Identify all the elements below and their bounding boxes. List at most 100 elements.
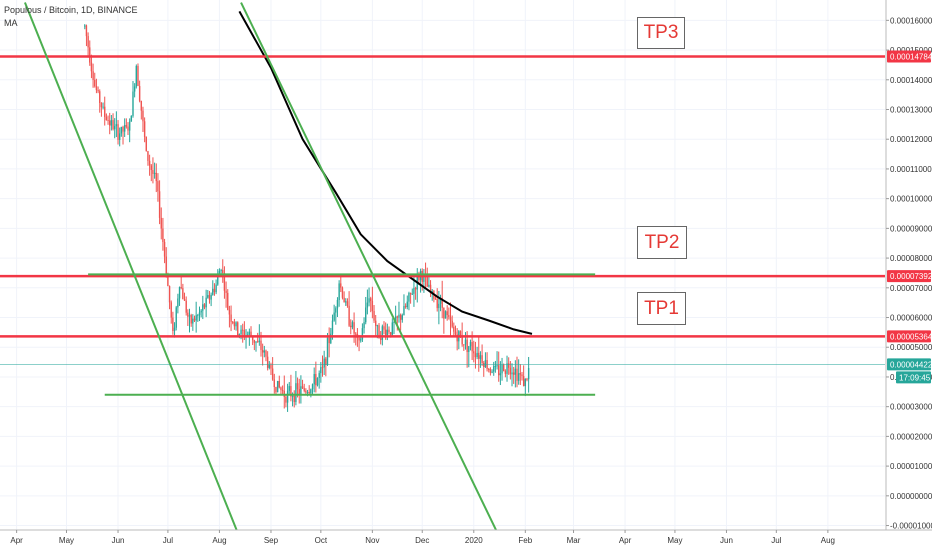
time-tick-label: Jun <box>112 536 125 545</box>
price-axis[interactable]: 0.000160000.000150000.000140000.00013000… <box>885 0 932 550</box>
candle-body <box>173 327 176 331</box>
trendlines[interactable] <box>24 2 596 550</box>
candle-body <box>406 301 408 308</box>
time-tick-label: Aug <box>821 536 835 545</box>
time-axis[interactable]: Apr May Jun Jul Aug Sep Oct Nov Dec 2020 Feb Mar Apr… <box>0 529 932 550</box>
tp2-label[interactable]: TP2 <box>637 226 687 259</box>
candle-body <box>218 271 221 276</box>
candle-body <box>376 325 379 327</box>
candle-body <box>153 172 156 174</box>
time-tick-label: Mar <box>567 536 581 545</box>
candle-body <box>469 342 472 347</box>
candle-body <box>366 302 369 308</box>
candle-body <box>203 304 206 308</box>
candle-body <box>261 349 264 353</box>
candle-body <box>488 368 490 370</box>
candle-body <box>423 275 425 282</box>
candle-body <box>333 312 335 321</box>
candle-body <box>511 372 513 375</box>
candle-body <box>341 287 344 298</box>
tp1-price-badge: 0.00005364 <box>890 332 932 341</box>
candle-body <box>403 306 405 316</box>
candle-body <box>198 312 201 316</box>
candle-body <box>155 172 157 182</box>
candle-body <box>481 355 483 364</box>
candle-body <box>228 309 231 315</box>
candle-body <box>461 337 463 345</box>
candle-body <box>253 340 256 343</box>
candle-body <box>256 341 259 343</box>
candle-body <box>454 331 457 335</box>
candle-body <box>273 379 275 388</box>
last-price-badge: 0.00004422 <box>890 360 932 369</box>
candle-body <box>503 364 505 372</box>
candle-body <box>117 124 119 140</box>
candle-body <box>484 360 487 368</box>
price-tick-label: 0.00012000 <box>890 135 932 144</box>
candle-body <box>438 303 440 309</box>
candle-body <box>308 392 310 394</box>
candle-body <box>178 287 181 299</box>
candle-body <box>193 318 196 321</box>
trendline <box>240 2 507 550</box>
symbol-title[interactable]: Populous / Bitcoin, 1D, BINANCE <box>4 5 138 15</box>
candle-body <box>388 329 390 333</box>
time-tick-label: May <box>667 536 682 545</box>
candle-body <box>330 333 332 344</box>
candle-body <box>351 322 354 328</box>
candle-body <box>87 36 89 48</box>
indicator-label[interactable]: MA <box>4 18 18 28</box>
candle-body <box>147 151 149 161</box>
candle-body <box>451 320 453 327</box>
candle-body <box>150 165 152 171</box>
tp2-price-badge-bg <box>887 270 931 283</box>
tp1-label[interactable]: TP1 <box>637 292 686 325</box>
candle-body <box>501 364 503 374</box>
candle-body <box>479 355 482 359</box>
candle-body <box>384 329 387 336</box>
candle-body <box>137 66 139 87</box>
candle-body <box>439 297 442 304</box>
horizontal-levels[interactable] <box>0 55 885 338</box>
candle-body <box>363 322 365 329</box>
candle-body <box>350 325 352 328</box>
candle-body <box>516 368 518 381</box>
candle-body <box>105 116 108 121</box>
tp3-label[interactable]: TP3 <box>637 17 685 49</box>
candle-body <box>446 311 448 316</box>
candle-body <box>122 126 124 132</box>
candle-body <box>114 126 116 130</box>
candle-body <box>288 386 290 391</box>
candle-body <box>255 341 257 343</box>
price-tick-label: -0.00001000 <box>890 522 932 531</box>
candle-body <box>227 292 229 310</box>
candle-body <box>263 350 266 353</box>
candle-body <box>85 25 88 37</box>
last-price-badge-bg <box>887 358 931 371</box>
candle-body <box>260 340 262 350</box>
candle-body <box>360 339 362 341</box>
candle-body <box>97 90 99 92</box>
time-tick-label: Nov <box>365 536 379 545</box>
candle-body <box>130 115 133 122</box>
candle-body <box>315 374 317 386</box>
candle-body <box>266 356 269 368</box>
price-tick-label: 0.00008000 <box>890 254 932 263</box>
candle-body <box>188 315 191 317</box>
price-tick-label: 0.00016000 <box>890 16 932 25</box>
candle-body <box>104 106 106 117</box>
candle-body <box>90 62 93 72</box>
candle-body <box>436 299 438 309</box>
candle-body <box>368 298 370 303</box>
time-tick-label: May <box>59 536 74 545</box>
candle-body <box>285 396 287 403</box>
time-tick-label: Jul <box>771 536 781 545</box>
candle-body <box>426 276 428 287</box>
candle-body <box>343 297 345 303</box>
candle-body <box>466 339 468 352</box>
price-tick-label: 0.00003000 <box>890 403 932 412</box>
candle-body <box>128 121 131 131</box>
candle-body <box>271 368 274 380</box>
candle-body <box>217 275 219 285</box>
